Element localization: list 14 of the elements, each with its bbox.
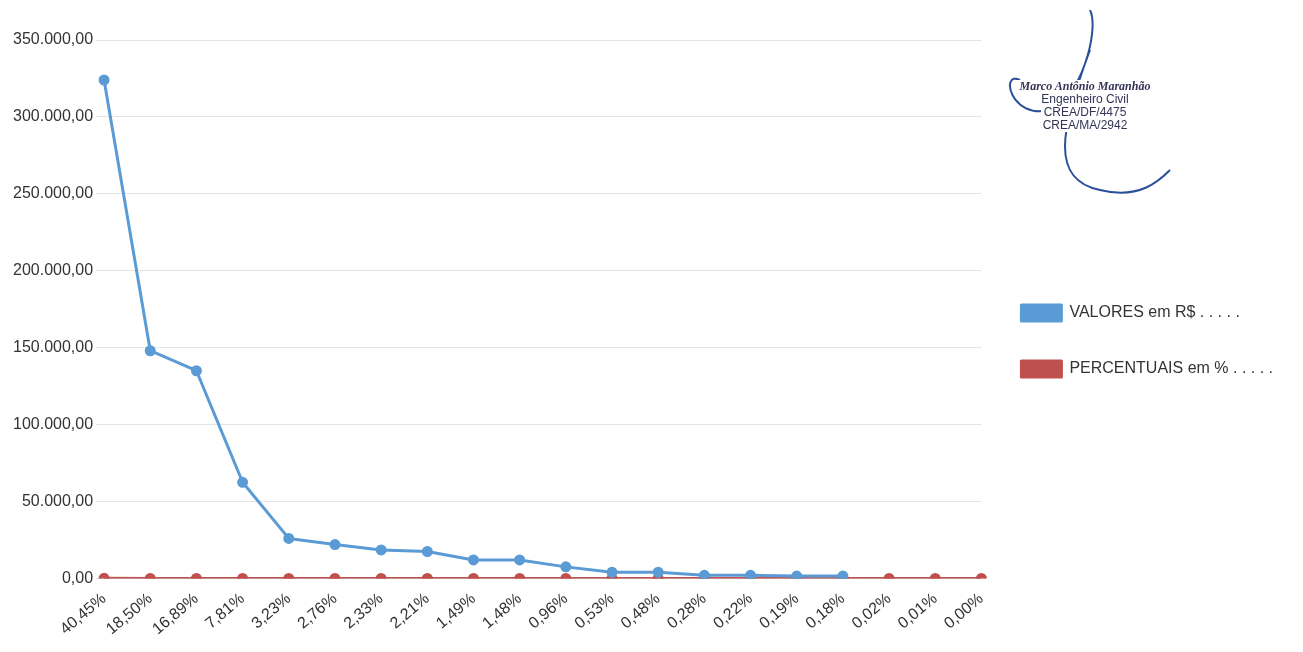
text: Engenheiro Civil [1038,92,1132,106]
text: CREA/DF/4475 [1040,105,1130,119]
text: Marco Antônio Maranhão [1016,79,1154,93]
y-tick-label: 300.000,00 [13,107,94,125]
y-tick-label: 100.000,00 [13,414,94,432]
y-tick-label: 0,00 [61,568,94,586]
legend-label: PERCENTUAIS em % . . . . . [1069,359,1273,377]
y-tick-label: 350.000,00 [13,30,94,48]
legend-label: VALORES em R$ . . . . . [1069,303,1240,321]
y-tick-label: 150.000,00 [13,338,94,356]
y-tick-label: 200.000,00 [13,261,94,279]
text: CREA/MA/2942 [1039,118,1131,132]
y-tick-label: 50.000,00 [21,491,94,509]
y-tick-label: 250.000,00 [13,184,94,202]
